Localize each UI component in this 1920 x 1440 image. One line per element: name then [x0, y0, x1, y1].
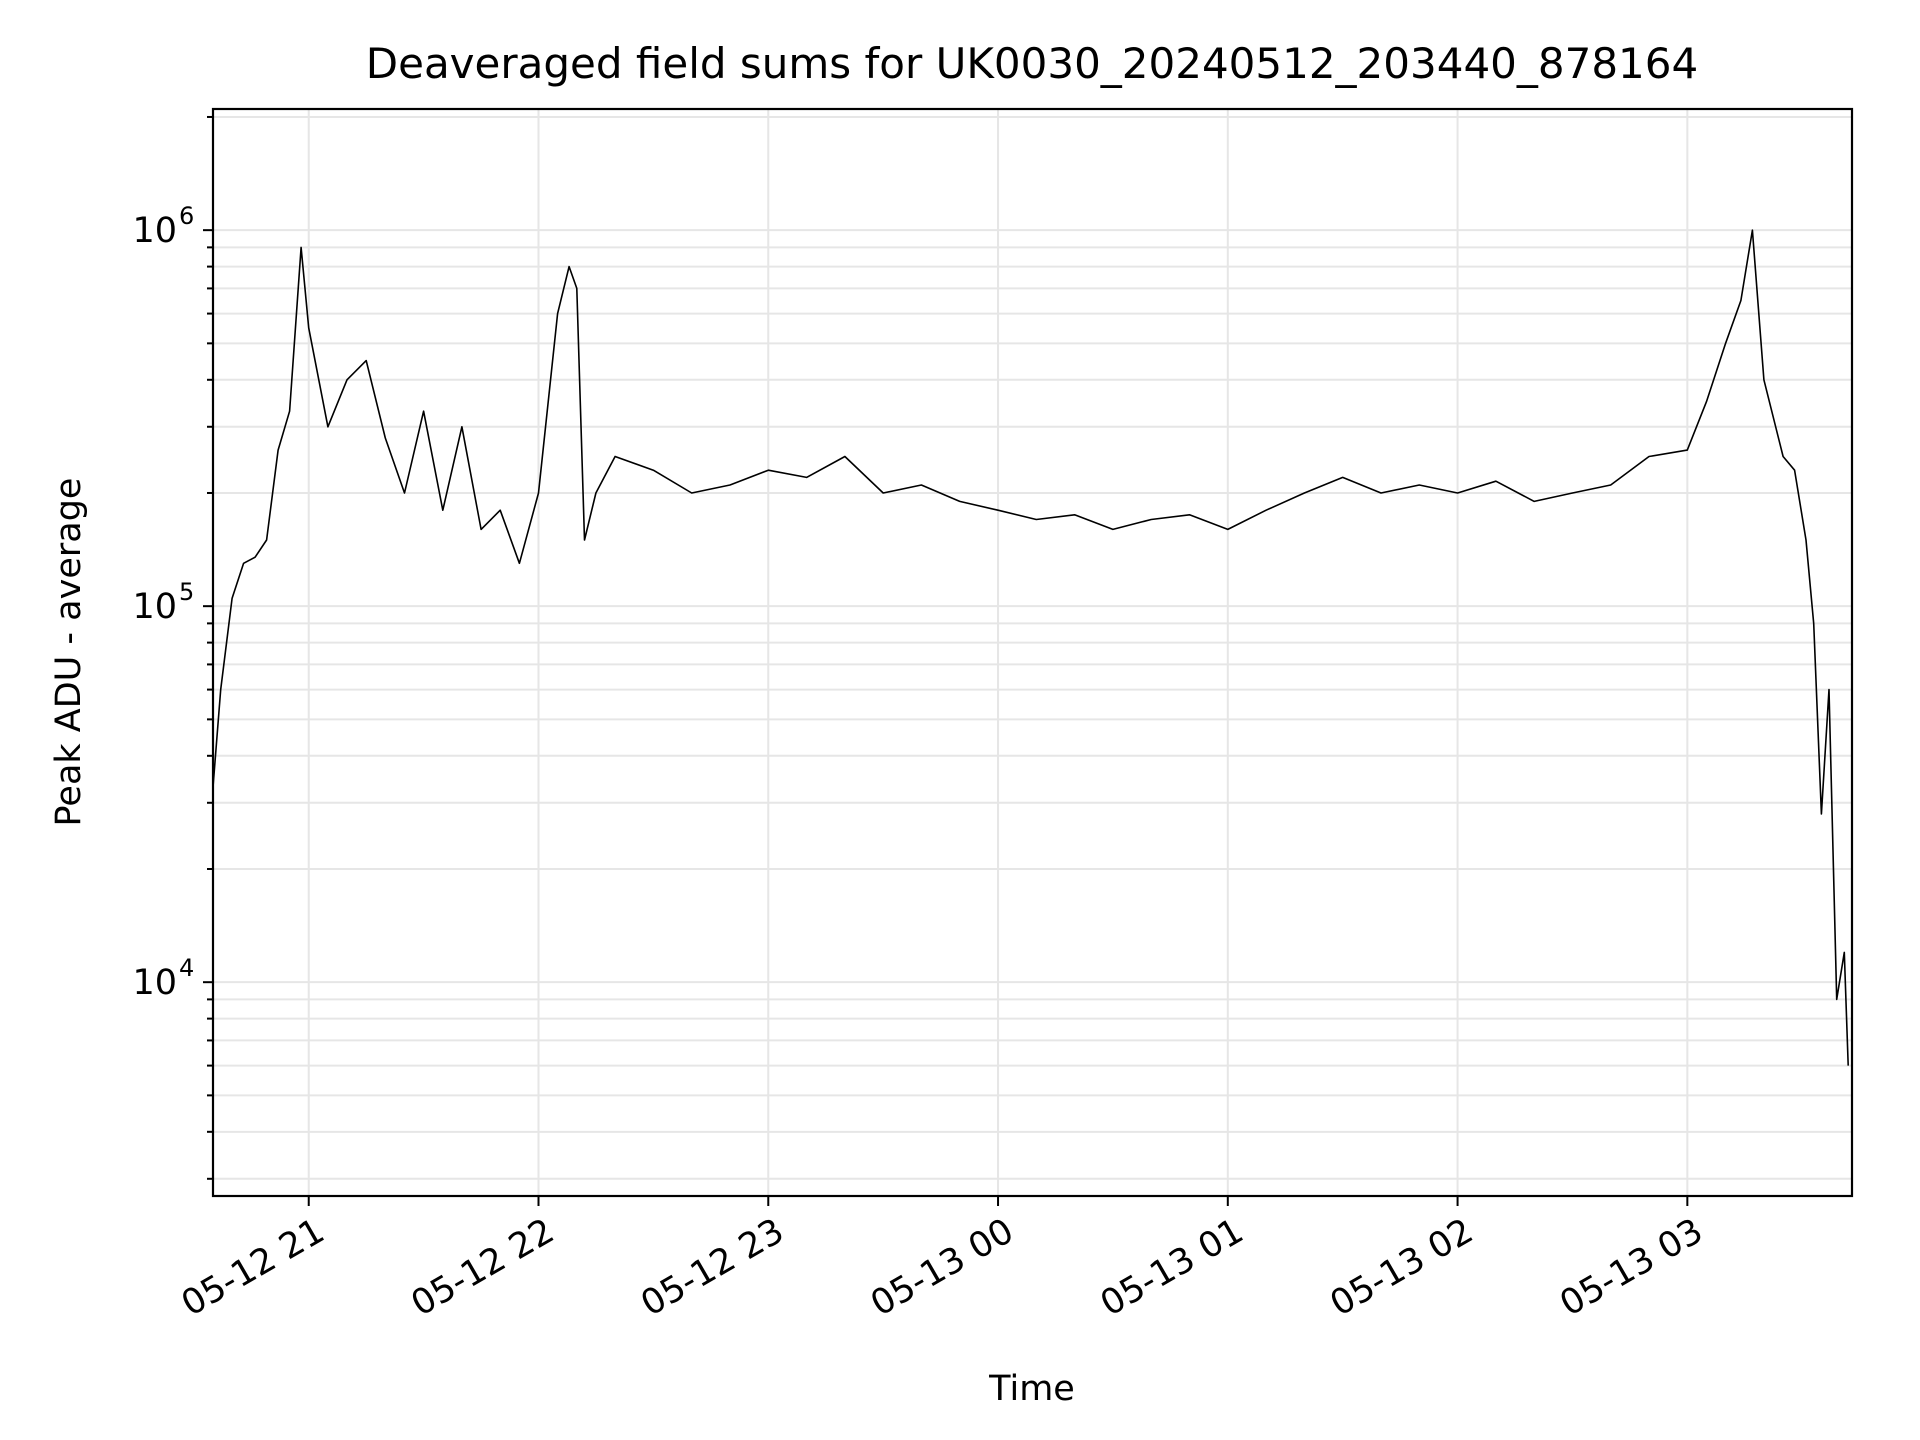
y-tick-exponent: 5	[179, 578, 194, 606]
y-tick-exponent: 6	[179, 202, 194, 230]
grid-layer	[213, 109, 1852, 1196]
y-axis-label: Peak ADU - average	[49, 478, 89, 827]
series-line-0	[212, 229, 1849, 1066]
plot-frame	[211, 107, 1854, 1198]
y-tick-label: 10	[132, 587, 177, 627]
x-tick-label: 05-13 00	[864, 1211, 1020, 1324]
tick-layer: 05-12 21 05-12 22 05-12 23 05-13 00 05-13 01…	[132, 115, 1710, 1324]
x-axis-label: Time	[988, 1369, 1075, 1409]
x-tick-label: 05-13 02	[1324, 1211, 1480, 1324]
y-tick-label: 10	[132, 963, 177, 1003]
x-tick-label: 05-12 23	[634, 1211, 790, 1324]
y-tick-exponent: 4	[179, 954, 194, 982]
x-tick-label: 05-12 21	[175, 1211, 331, 1324]
chart-title: Deaveraged field sums for UK0030_2024051…	[366, 39, 1698, 88]
series-layer	[212, 229, 1849, 1066]
y-tick-label: 10	[132, 211, 177, 251]
x-tick-label: 05-13 03	[1554, 1211, 1710, 1324]
x-tick-label: 05-12 22	[405, 1211, 561, 1324]
x-tick-label: 05-13 01	[1094, 1211, 1250, 1324]
